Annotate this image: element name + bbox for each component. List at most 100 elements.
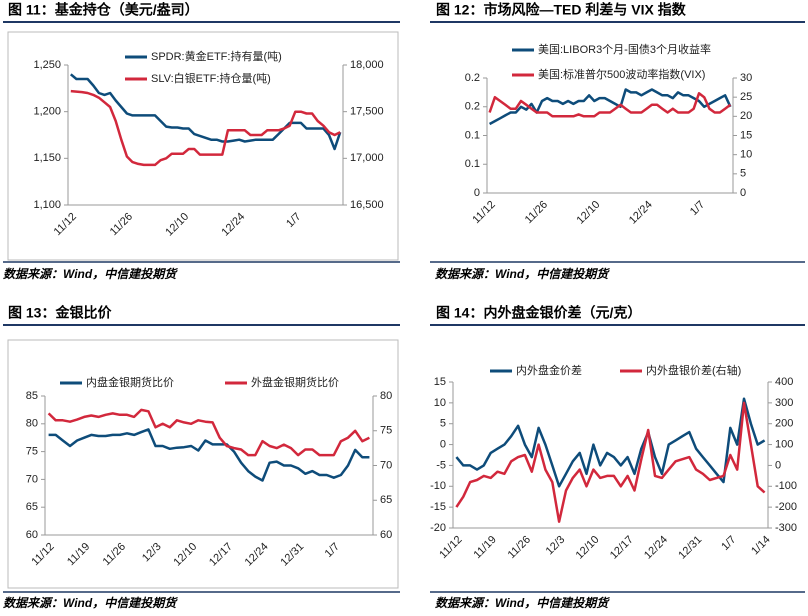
- y-tick-label: 0.2: [465, 72, 480, 84]
- y2-tick-label: 25: [740, 91, 752, 103]
- series-line: [47, 408, 370, 457]
- y2-tick-label: 17,000: [350, 152, 384, 164]
- x-tick-label: 11/26: [506, 534, 533, 561]
- x-tick-label: 1/7: [284, 211, 303, 230]
- x-tick-label: 11/12: [470, 199, 497, 226]
- chart-title: 图 12：市场风险—TED 利差与 VIX 指数: [436, 2, 687, 18]
- x-tick-label: 1/7: [719, 534, 738, 553]
- x-tick-label: 11/26: [108, 211, 135, 238]
- legend-label: 内盘金银期货比价: [86, 375, 174, 389]
- legend-label: 外盘金银期货比价: [251, 375, 339, 389]
- y-tick-label: -5: [436, 459, 446, 471]
- y-tick-label: 1,250: [33, 59, 61, 71]
- x-tick-label: 12/17: [207, 541, 235, 569]
- legend-label: 内外盘金价差: [516, 363, 582, 377]
- y-tick-label: 1,100: [33, 199, 61, 211]
- y-tick-label: -20: [430, 522, 446, 534]
- legend-label: SLV:白银ETF:持仓量(吨): [151, 71, 271, 85]
- y-tick-label: 80: [26, 418, 38, 430]
- chart-frame: [7, 31, 399, 261]
- y2-tick-label: 18,000: [350, 59, 384, 71]
- y-tick-label: 70: [26, 473, 38, 485]
- x-tick-label: 11/12: [52, 211, 79, 238]
- y-tick-label: 0: [474, 187, 480, 199]
- y2-tick-label: 60: [380, 529, 392, 541]
- y-tick-label: 15: [434, 376, 446, 388]
- y-tick-label: 0: [440, 438, 446, 450]
- y2-tick-label: 65: [380, 494, 392, 506]
- y-tick-label: 75: [26, 446, 38, 458]
- source-note: 数据来源：Wind，中信建投期货: [435, 267, 610, 281]
- y2-tick-label: 400: [775, 376, 793, 388]
- x-tick-label: 11/26: [523, 199, 550, 226]
- x-tick-label: 1/7: [323, 541, 342, 560]
- y2-tick-label: -200: [775, 501, 797, 513]
- y-tick-label: 5: [440, 418, 446, 430]
- x-tick-label: 11/12: [437, 534, 464, 561]
- x-tick-label: 11/26: [101, 541, 128, 568]
- x-tick-label: 12/3: [140, 541, 164, 565]
- y2-tick-label: 0: [740, 187, 746, 199]
- series-line: [455, 401, 766, 523]
- source-note: 数据来源：Wind，中信建投期货: [435, 596, 610, 610]
- y2-tick-label: 200: [775, 418, 793, 430]
- chart-title: 图 11：基金持仓（美元/盎司）: [8, 2, 199, 18]
- x-tick-label: 12/24: [219, 211, 247, 239]
- y-tick-label: 0.2: [465, 101, 480, 113]
- y2-tick-label: 300: [775, 397, 793, 409]
- y-tick-label: 0.1: [465, 129, 480, 141]
- chart-title: 图 13：金银比价: [8, 305, 112, 321]
- legend-label: 美国:标准普尔500波动率指数(VIX): [538, 67, 705, 81]
- y-tick-label: -10: [430, 480, 446, 492]
- y-tick-label: -15: [430, 501, 446, 513]
- legend-label: SPDR:黄金ETF:持有量(吨): [151, 49, 282, 63]
- x-tick-label: 12/10: [574, 534, 602, 562]
- x-tick-label: 1/14: [749, 534, 773, 558]
- x-tick-label: 12/31: [278, 541, 306, 569]
- x-tick-label: 12/24: [642, 534, 670, 562]
- y-tick-label: 0.1: [465, 158, 480, 170]
- y-tick-label: 1,200: [33, 106, 61, 118]
- y-tick-label: 60: [26, 529, 38, 541]
- y2-tick-label: 5: [740, 168, 746, 180]
- y2-tick-label: 17,500: [350, 106, 384, 118]
- y2-tick-label: 15: [740, 129, 752, 141]
- y2-tick-label: 75: [380, 425, 392, 437]
- y2-tick-label: 10: [740, 149, 752, 161]
- y2-tick-label: 30: [740, 72, 752, 84]
- x-tick-label: 12/17: [608, 534, 636, 562]
- source-note: 数据来源：Wind，中信建投期货: [3, 596, 178, 610]
- x-tick-label: 12/10: [163, 211, 191, 239]
- x-tick-label: 12/10: [171, 541, 199, 569]
- y-tick-label: 1,150: [33, 152, 61, 164]
- x-tick-label: 11/19: [471, 534, 498, 561]
- y2-tick-label: 70: [380, 459, 392, 471]
- y2-tick-label: 16,500: [350, 199, 384, 211]
- series-line: [70, 89, 341, 167]
- y-tick-label: 85: [26, 390, 38, 402]
- y2-tick-label: -300: [775, 522, 797, 534]
- legend-label: 内外盘银价差(右轴): [646, 363, 741, 377]
- y2-tick-label: 100: [775, 438, 793, 450]
- y2-tick-label: 80: [380, 390, 392, 402]
- legend-label: 美国:LIBOR3个月-国债3个月收益率: [538, 42, 711, 56]
- y-tick-label: 65: [26, 501, 38, 513]
- chart-frame: [7, 339, 399, 589]
- x-tick-label: 12/31: [676, 534, 704, 562]
- x-tick-label: 11/12: [29, 541, 56, 568]
- series-line: [48, 428, 370, 482]
- x-tick-label: 11/19: [65, 541, 92, 568]
- y2-tick-label: 0: [775, 459, 781, 471]
- y-tick-label: 10: [434, 397, 446, 409]
- source-note: 数据来源：Wind，中信建投期货: [3, 267, 178, 281]
- x-tick-label: 12/24: [627, 199, 655, 227]
- x-tick-label: 1/7: [688, 199, 707, 218]
- series-line: [455, 397, 766, 488]
- x-tick-label: 12/24: [243, 541, 271, 569]
- series-line: [69, 73, 342, 151]
- chart-title: 图 14：内外盘金银价差（元/克）: [436, 305, 641, 321]
- x-tick-label: 12/10: [575, 199, 603, 227]
- y2-tick-label: 20: [740, 110, 752, 122]
- y2-tick-label: -100: [775, 480, 797, 492]
